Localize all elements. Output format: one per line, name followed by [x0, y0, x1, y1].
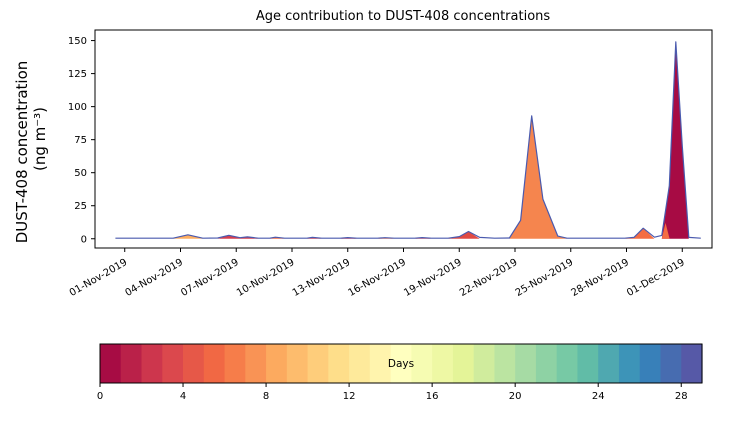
x-tick-label: 01-Nov-2019: [68, 257, 129, 299]
x-tick-label: 07-Nov-2019: [179, 257, 240, 299]
colorbar-segment: [307, 344, 329, 383]
colorbar-segment: [681, 344, 703, 383]
colorbar-segment: [141, 344, 163, 383]
colorbar-segment: [432, 344, 454, 383]
y-axis-label2: (ng m⁻³): [31, 107, 49, 171]
age-region: [173, 234, 203, 239]
x-tick-label: 28-Nov-2019: [570, 257, 631, 299]
colorbar-tick-label: 28: [675, 391, 688, 402]
colorbar-border: [99, 343, 703, 384]
colorbar-tick-label: 20: [509, 391, 522, 402]
colorbar-segment: [100, 344, 122, 383]
colorbar-segment: [473, 344, 496, 383]
colorbar-segment: [328, 344, 350, 383]
chart-title: Age contribution to DUST-408 concentrati…: [256, 9, 551, 24]
total-line: [115, 41, 701, 239]
y-tick-label: 125: [68, 69, 87, 80]
colorbar-segment: [515, 344, 537, 383]
colorbar-segment: [598, 344, 620, 383]
x-tick-label: 01-Dec-2019: [625, 257, 687, 299]
colorbar-segment: [452, 344, 475, 383]
x-tick-label: 13-Nov-2019: [291, 257, 352, 299]
y-tick-label: 150: [68, 36, 87, 47]
colorbar-segment: [494, 344, 516, 383]
age-region: [509, 115, 567, 239]
colorbar-tick-label: 0: [97, 391, 103, 402]
x-tick-label: 04-Nov-2019: [124, 257, 185, 299]
colorbar-segment: [369, 344, 392, 383]
x-tick-label: 16-Nov-2019: [347, 257, 408, 299]
colorbar-label: Days: [388, 358, 414, 370]
concentration-line: [115, 41, 701, 239]
y-tick-label: 50: [74, 168, 87, 179]
colorbar-segment: [577, 344, 599, 383]
age-region: [661, 222, 670, 239]
y-axis-label-line2: (ng m⁻³): [31, 107, 49, 171]
plot-border: [94, 29, 713, 249]
colorbar-segment: [286, 344, 309, 383]
x-tick-label: 10-Nov-2019: [235, 257, 296, 299]
x-tick-label: 25-Nov-2019: [514, 257, 575, 299]
y-tick-label: 75: [74, 135, 87, 146]
colorbar-segment: [349, 344, 371, 383]
colorbar-segment: [535, 344, 558, 383]
age-region: [624, 228, 655, 239]
colorbar-tick-label: 16: [426, 391, 439, 402]
y-tick-label: 0: [81, 234, 87, 245]
axes: 0 25 50 75 100 125 150 01-Nov-201904-Nov-201907…: [68, 29, 713, 299]
colorbar: 0 4 8 12 16 20 24 28: [97, 343, 703, 402]
colorbar-segment: [660, 344, 682, 383]
age-region: [448, 231, 480, 239]
colorbar-segment: [203, 344, 226, 383]
colorbar-segment: [639, 344, 662, 383]
y-axis-label-line1: DUST-408 concentration: [13, 61, 31, 244]
colorbar-segment: [224, 344, 246, 383]
colorbar-segment: [556, 344, 579, 383]
area-regions: [173, 41, 689, 239]
colorbar-segment: [411, 344, 433, 383]
x-tick-label: 19-Nov-2019: [402, 257, 463, 299]
age-region: [661, 41, 689, 239]
age-region: [217, 235, 259, 239]
colorbar-segment: [120, 344, 143, 383]
colorbar-segment: [183, 344, 205, 383]
colorbar-segment: [266, 344, 288, 383]
colorbar-tick-label: 12: [343, 391, 356, 402]
colorbar-segment: [162, 344, 184, 383]
x-tick-label: 22-Nov-2019: [458, 257, 519, 299]
y-axis-label: DUST-408 concentration: [13, 61, 31, 244]
colorbar-tick-label: 8: [263, 391, 269, 402]
y-tick-label: 100: [68, 102, 87, 113]
y-tick-label: 25: [74, 201, 87, 212]
colorbar-segment: [618, 344, 641, 383]
colorbar-tick-label: 4: [180, 391, 186, 402]
colorbar-tick-label: 24: [592, 391, 605, 402]
colorbar-segment: [390, 344, 412, 383]
colorbar-segment: [245, 344, 267, 383]
